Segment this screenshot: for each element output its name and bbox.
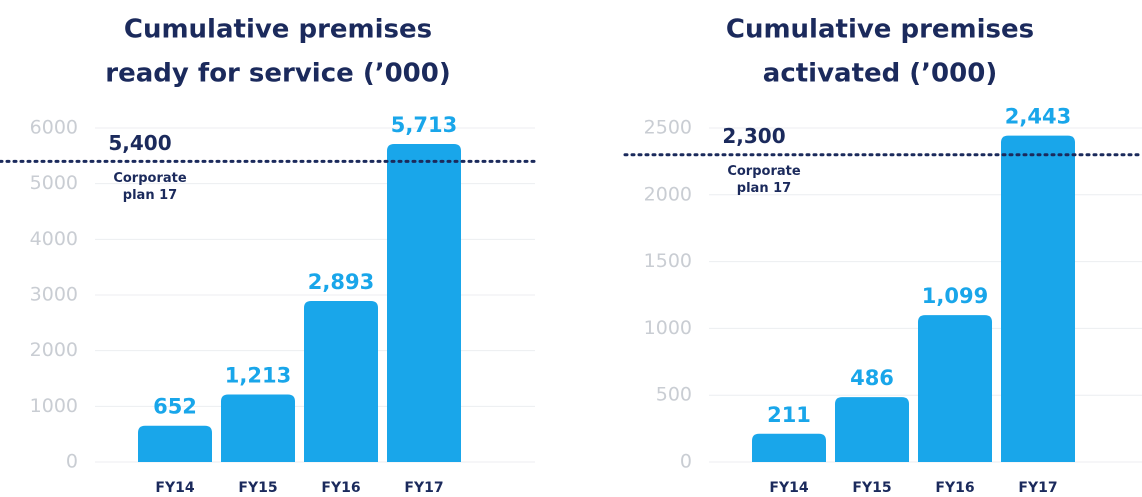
reference-label: 2,300 bbox=[722, 124, 785, 148]
reference-note: Corporate bbox=[113, 171, 187, 186]
y-tick-label: 4000 bbox=[30, 228, 78, 250]
x-tick-label: FY14 bbox=[155, 480, 194, 496]
x-tick-label: FY16 bbox=[935, 480, 974, 496]
y-tick-label: 2000 bbox=[644, 183, 692, 205]
value-label: 486 bbox=[850, 366, 894, 390]
y-tick-label: 5000 bbox=[30, 172, 78, 194]
reference-note: plan 17 bbox=[123, 188, 177, 203]
x-tick-label: FY17 bbox=[1018, 480, 1057, 496]
bar bbox=[138, 425, 212, 462]
y-tick-label: 0 bbox=[680, 451, 692, 473]
y-tick-label: 2500 bbox=[644, 117, 692, 139]
reference-note: Corporate bbox=[727, 164, 801, 179]
x-tick-label: FY14 bbox=[769, 480, 808, 496]
value-label: 1,213 bbox=[225, 363, 291, 387]
x-tick-label: FY17 bbox=[404, 480, 443, 496]
chart-title: Cumulative premises bbox=[726, 15, 1034, 45]
reference-note: plan 17 bbox=[737, 181, 791, 196]
bar bbox=[304, 300, 378, 462]
value-label: 1,099 bbox=[922, 284, 988, 308]
bar bbox=[918, 315, 992, 462]
bar bbox=[1001, 135, 1075, 462]
chart-title: activated (’000) bbox=[763, 59, 997, 89]
y-tick-label: 0 bbox=[66, 451, 78, 473]
y-tick-label: 2000 bbox=[30, 339, 78, 361]
value-label: 2,443 bbox=[1005, 105, 1071, 129]
x-tick-label: FY16 bbox=[321, 480, 360, 496]
y-tick-label: 3000 bbox=[30, 284, 78, 306]
reference-label: 5,400 bbox=[108, 131, 171, 155]
y-tick-label: 1500 bbox=[644, 250, 692, 272]
value-label: 2,893 bbox=[308, 270, 374, 294]
chart-title: ready for service (’000) bbox=[105, 59, 450, 89]
bar bbox=[387, 143, 461, 463]
y-tick-label: 6000 bbox=[30, 117, 78, 139]
y-tick-label: 500 bbox=[656, 384, 692, 406]
chart-title: Cumulative premises bbox=[124, 15, 432, 45]
x-tick-label: FY15 bbox=[238, 480, 277, 496]
value-label: 5,713 bbox=[391, 113, 457, 137]
y-tick-label: 1000 bbox=[644, 317, 692, 339]
bar bbox=[221, 394, 295, 462]
bar bbox=[835, 397, 909, 462]
value-label: 652 bbox=[153, 395, 197, 419]
value-label: 211 bbox=[767, 403, 811, 427]
bar bbox=[752, 433, 826, 462]
x-tick-label: FY15 bbox=[852, 480, 891, 496]
y-tick-label: 1000 bbox=[30, 395, 78, 417]
